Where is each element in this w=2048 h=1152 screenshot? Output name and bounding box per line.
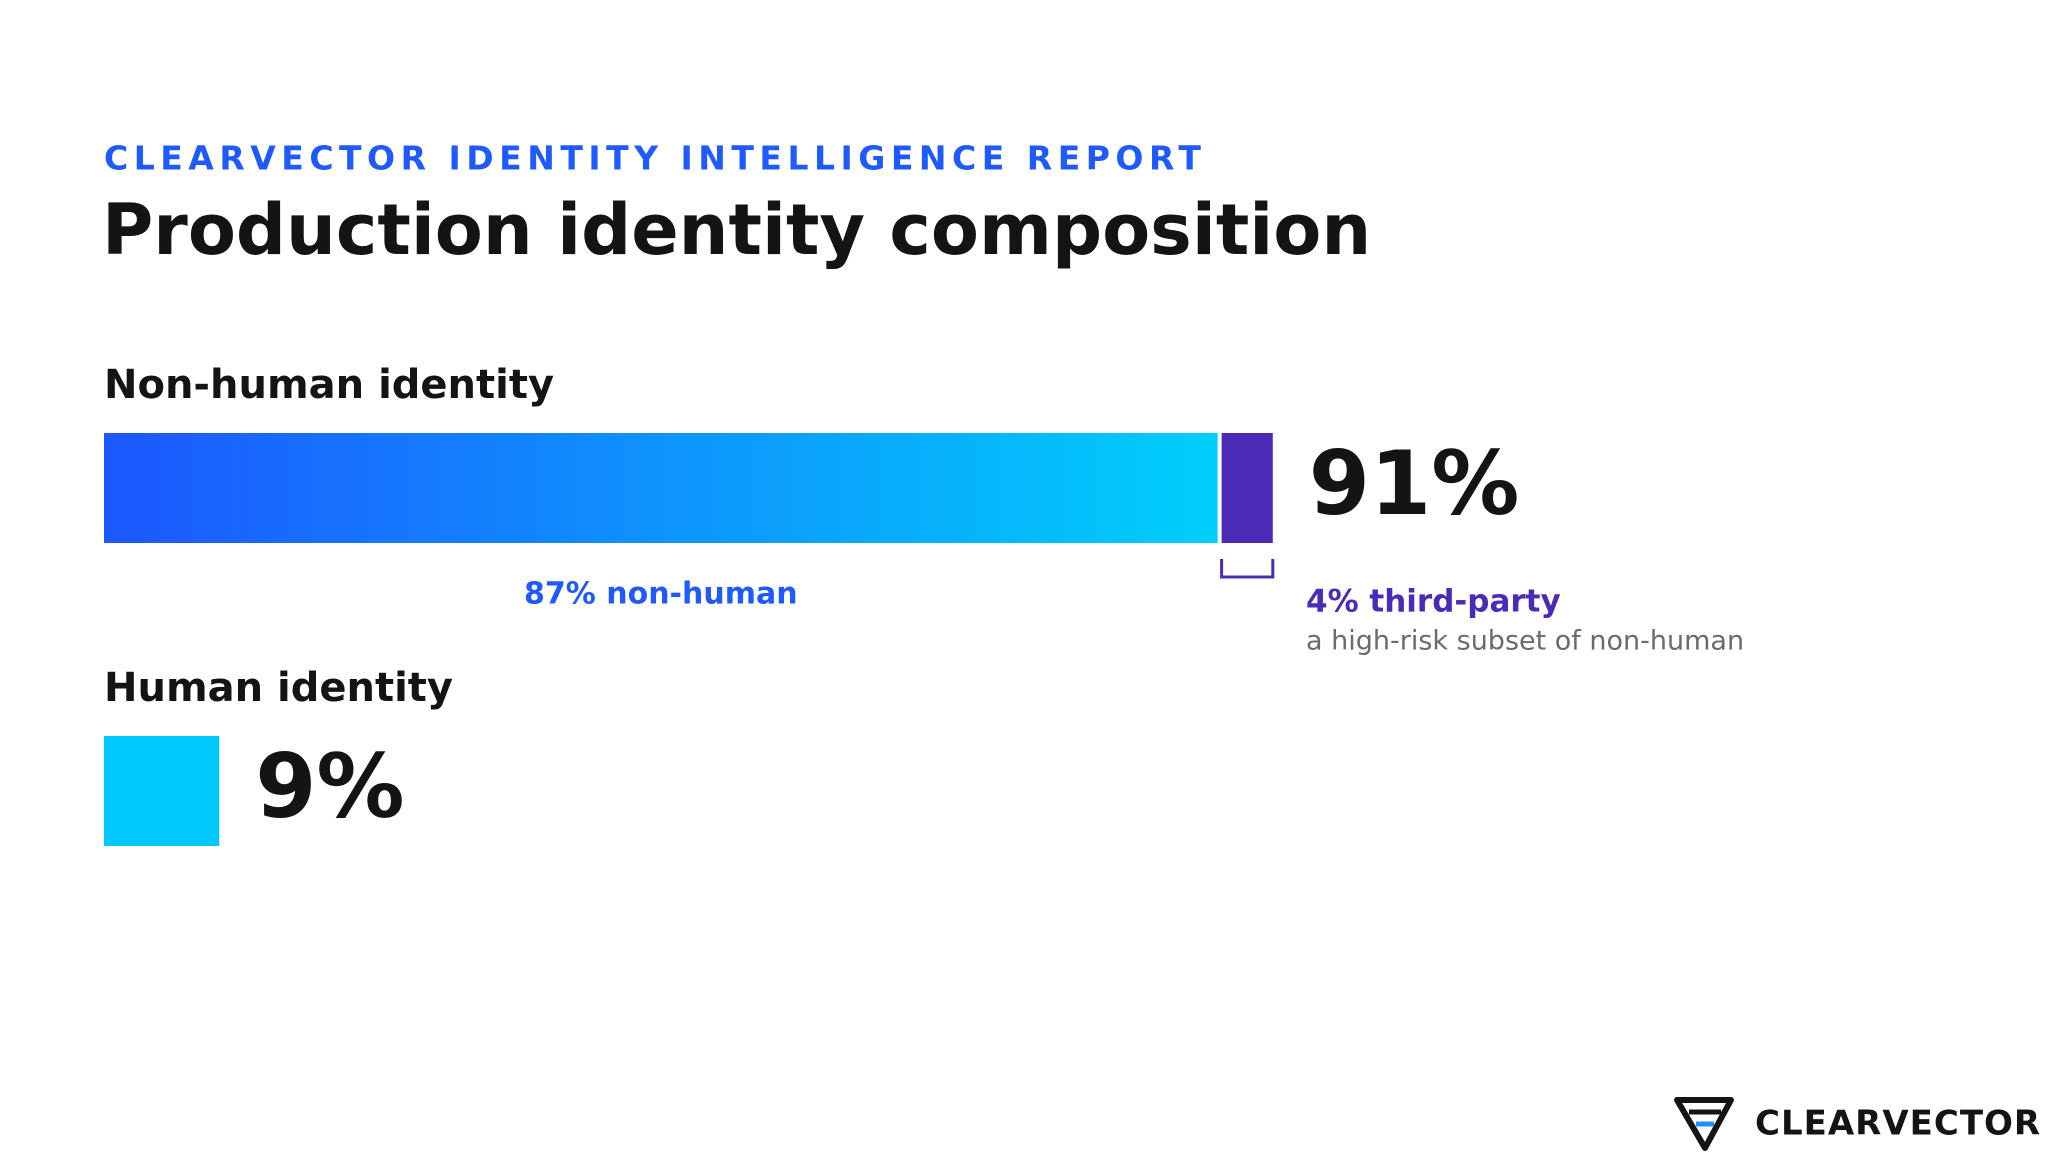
value-label: 9% [255,735,404,838]
logo [1674,1097,1734,1151]
chart-title: Production identity composition [102,189,1371,271]
segment-note: a high-risk subset of non-human [1306,626,1744,657]
bar-segment [104,433,1218,543]
brand: CLEARVECTOR [1755,1104,2041,1144]
series-name: Non-human identity [104,362,554,408]
segment-label: 87% non-human [524,577,798,612]
segment-label: 4% third-party [1306,584,1561,620]
eyebrow: CLEARVECTOR IDENTITY INTELLIGENCE REPORT [104,139,1206,178]
bar-segment [104,736,220,846]
bar-segment [1221,433,1273,543]
total-label: 91% [1309,432,1520,535]
series-name: Human identity [104,665,453,711]
bracket [1220,559,1275,579]
